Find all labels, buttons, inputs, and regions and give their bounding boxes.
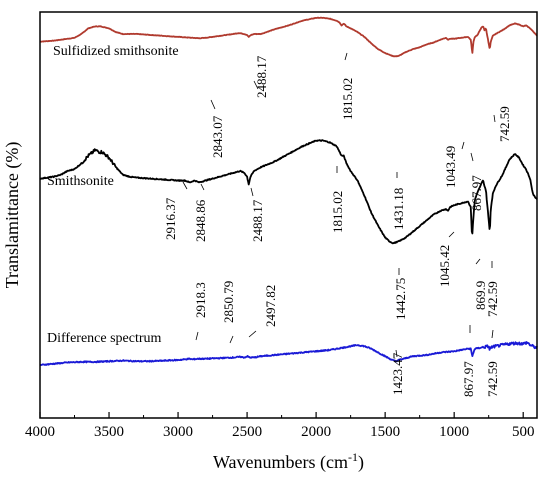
annotation-leader	[210, 99, 216, 110]
peak-annotation: 867.97	[461, 361, 476, 397]
annotation-leader	[200, 183, 205, 191]
x-tick-label: 2500	[232, 424, 262, 440]
x-tick-label: 3500	[94, 424, 124, 440]
annotation-leader	[461, 141, 465, 150]
x-tick-label: 3000	[163, 424, 193, 440]
spectra-curves	[39, 16, 538, 366]
peak-annotation: 1815.02	[330, 191, 345, 233]
annotation-leader	[195, 331, 199, 341]
peak-annotation: 2848.86	[193, 199, 208, 242]
peak-annotation: 2488.17	[250, 199, 265, 242]
annotation-leader	[448, 231, 455, 238]
peak-annotation: 1423.47	[390, 352, 405, 395]
series-labels: Sulfidized smithsonite Smithsonite Differe…	[47, 44, 179, 346]
peak-annotation: 1043.49	[443, 146, 458, 188]
series-label: Difference spectrum	[47, 331, 162, 346]
plot-frame	[39, 11, 538, 419]
series-line-difference-spectrum	[39, 341, 538, 366]
peak-annotation: 2843.07	[210, 115, 225, 158]
peak-annotation: 742.59	[485, 361, 500, 397]
x-tick-label: 1000	[439, 424, 469, 440]
x-axis-ticks: 4000 3500 3000 2500 2000 1500 1000 500	[25, 412, 534, 440]
annotation-leader	[182, 181, 188, 190]
peak-annotation: 2850.79	[221, 281, 236, 323]
peak-annotation: 867.97	[469, 175, 484, 211]
annotation-leader	[470, 152, 474, 162]
peak-annotation: 742.59	[485, 281, 500, 317]
peak-annotation: 2916.37	[163, 197, 178, 240]
x-tick-label: 4000	[25, 424, 55, 440]
annotation-leader	[253, 80, 259, 90]
peak-annotation: 869.9	[473, 281, 488, 310]
series-line-sulfidized-smithsonite	[39, 16, 538, 58]
annotation-leader	[248, 330, 257, 338]
annotation-leader	[493, 114, 496, 123]
annotation-leader	[395, 349, 398, 358]
annotation-leader	[229, 335, 234, 344]
annotation-leader	[475, 258, 481, 265]
series-label: Smithsonite	[47, 174, 114, 189]
peak-annotation: 1431.18	[391, 188, 406, 230]
x-tick-label: 2000	[301, 424, 331, 440]
series-line-smithsonite	[39, 139, 538, 245]
peak-annotation: 1045.42	[437, 245, 452, 287]
annotation-leader	[250, 187, 254, 197]
peak-annotations: 2843.07 2488.17 1815.02 1431.18 1043.49 867.9…	[163, 52, 512, 397]
annotation-leader	[344, 52, 348, 61]
series-label: Sulfidized smithsonite	[53, 44, 179, 59]
x-tick-label: 1500	[370, 424, 400, 440]
x-axis-label: Wavenumbers (cm-1)	[213, 450, 364, 473]
y-axis-label: Translamittance (%)	[2, 142, 23, 289]
peak-annotation: 1815.02	[340, 78, 355, 120]
peak-annotation: 1442.75	[393, 278, 408, 320]
peak-annotation: 2497.82	[263, 285, 278, 327]
peak-annotation: 742.59	[497, 106, 512, 142]
peak-annotation: 2488.17	[254, 55, 269, 98]
x-tick-label: 500	[512, 424, 535, 440]
annotation-leader	[491, 329, 494, 339]
peak-annotation: 2918.3	[193, 282, 208, 318]
